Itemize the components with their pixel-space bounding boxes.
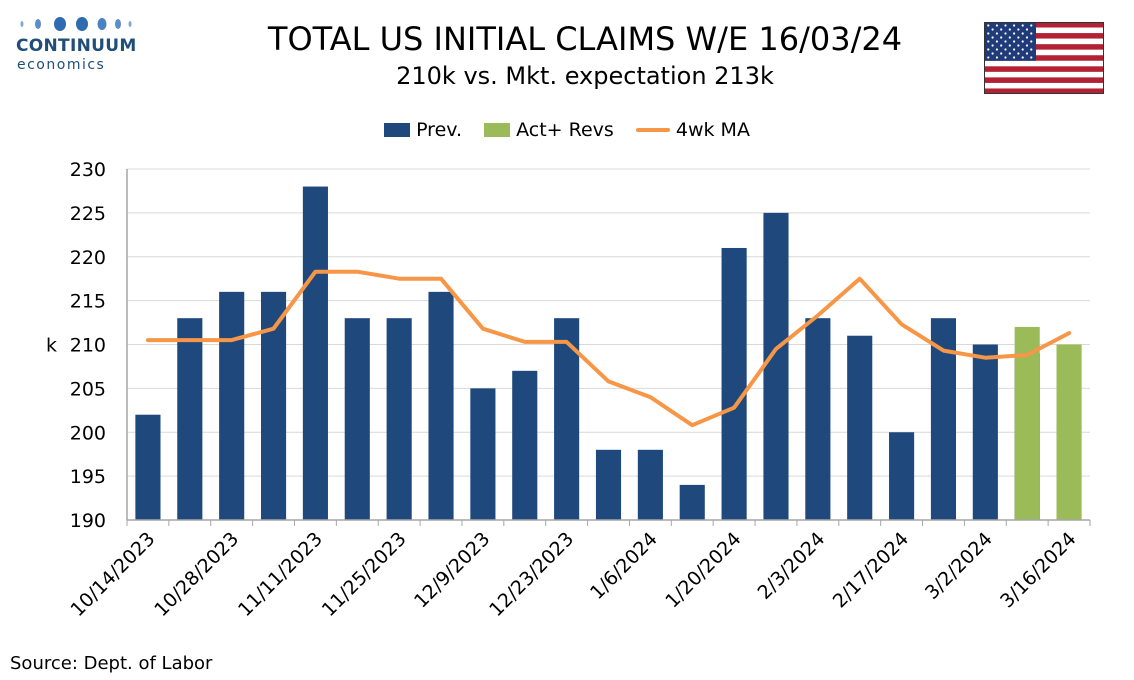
- x-tick-label: 2/17/2024: [829, 528, 913, 612]
- y-tick-label: 200: [70, 422, 106, 444]
- y-tick-label: 195: [70, 466, 106, 488]
- logo-sub: economics: [17, 57, 106, 73]
- y-axis-label: k: [46, 335, 57, 357]
- x-tick-label: 1/20/2024: [661, 528, 745, 612]
- bar-prev: [972, 344, 998, 520]
- logo-name: CONTINUUM: [16, 36, 137, 56]
- legend-label-prev: Prev.: [416, 118, 463, 141]
- legend-item-ma: 4wk MA: [635, 118, 750, 141]
- bar-prev: [428, 291, 454, 520]
- y-tick-label: 230: [70, 159, 106, 181]
- x-tick-label: 10/14/2023: [66, 528, 159, 621]
- x-tick-label: 10/28/2023: [150, 528, 243, 621]
- bar-prev: [470, 388, 496, 520]
- bar-prev: [721, 247, 747, 520]
- y-tick-label: 225: [70, 203, 106, 225]
- bar-prev: [219, 291, 245, 520]
- x-tick-label: 2/3/2024: [753, 528, 829, 604]
- y-tick-label: 190: [70, 510, 106, 532]
- bar-prev: [512, 370, 538, 520]
- x-tick-label: 3/2/2024: [921, 528, 997, 604]
- bar-prev: [302, 186, 328, 521]
- bar-prev: [595, 449, 622, 520]
- us-flag-icon: [984, 22, 1104, 94]
- bar-prev: [386, 318, 412, 520]
- y-tick-label: 205: [70, 378, 106, 400]
- y-tick-label: 210: [70, 335, 106, 357]
- x-tick-label: 12/23/2023: [485, 528, 578, 621]
- legend-swatch-prev: [384, 123, 411, 137]
- chart-title: TOTAL US INITIAL CLAIMS W/E 16/03/24: [267, 20, 903, 58]
- ma-line: [145, 269, 1072, 428]
- bar-prev: [344, 318, 370, 520]
- x-tick-label: 11/11/2023: [234, 528, 327, 621]
- logo-dots-icon: [20, 17, 132, 31]
- legend-label-ma: 4wk MA: [675, 118, 750, 141]
- source-note: Source: Dept. of Labor: [10, 653, 213, 674]
- legend-swatch-ma: [635, 128, 670, 132]
- x-tick-label: 3/16/2024: [996, 528, 1080, 612]
- bar-prev: [889, 432, 915, 520]
- legend-swatch-act: [484, 123, 511, 137]
- bar-prev: [805, 318, 831, 520]
- bar-prev: [847, 335, 873, 520]
- bar-prev: [135, 414, 161, 520]
- bar-prev: [763, 212, 789, 520]
- bar-prev: [679, 484, 705, 520]
- legend-item-act: Act+ Revs: [484, 119, 614, 141]
- x-tick-label: 1/6/2024: [586, 528, 662, 604]
- legend-item-prev: Prev.: [384, 119, 462, 141]
- chart-legend: Prev. Act+ Revs 4wk MA: [0, 118, 1134, 141]
- bar-prev: [177, 318, 203, 520]
- bar-prev: [637, 449, 663, 520]
- y-tick-label: 215: [70, 291, 106, 313]
- x-tick-label: 12/9/2023: [410, 528, 494, 612]
- y-tick-label: 220: [70, 247, 106, 269]
- bar-act: [1014, 326, 1040, 520]
- x-tick-label: 11/25/2023: [318, 528, 411, 621]
- chart-subtitle: 210k vs. Mkt. expectation 213k: [396, 62, 774, 90]
- legend-label-act: Act+ Revs: [516, 118, 614, 141]
- bar-act: [1056, 344, 1082, 520]
